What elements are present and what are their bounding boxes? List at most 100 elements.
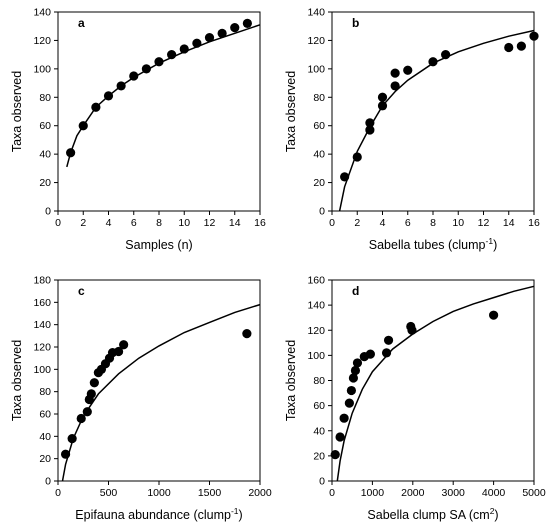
- y-tick-label: 40: [313, 149, 325, 161]
- data-point: [86, 389, 96, 399]
- data-point: [141, 64, 151, 74]
- y-axis-label: Taxa observed: [284, 71, 298, 152]
- y-tick-label: 60: [313, 400, 325, 412]
- y-tick-label: 60: [313, 120, 325, 132]
- y-axis-label: Taxa observed: [284, 340, 298, 421]
- x-tick-label: 8: [156, 217, 162, 229]
- x-tick-label: 4000: [482, 487, 506, 499]
- data-point: [76, 413, 86, 424]
- x-axis-label: Epifauna abundance (clump-1): [75, 506, 242, 522]
- data-point: [365, 118, 375, 128]
- data-point: [60, 449, 71, 459]
- fit-curve: [66, 24, 261, 168]
- data-point: [66, 148, 76, 158]
- y-tick-label: 20: [313, 450, 325, 462]
- x-axis-label-sup: -1: [486, 236, 494, 246]
- data-point: [348, 373, 359, 383]
- data-point: [383, 335, 394, 345]
- y-tick-label: 120: [33, 35, 51, 47]
- data-point: [204, 32, 215, 43]
- x-tick-label: 2: [354, 217, 360, 229]
- data-point: [116, 81, 126, 91]
- data-point: [350, 365, 361, 376]
- x-tick-label: 14: [503, 217, 515, 229]
- panel-label: d: [352, 284, 359, 298]
- y-tick-label: 140: [33, 7, 51, 19]
- y-tick-label: 180: [33, 275, 51, 287]
- x-tick-label: 3000: [442, 487, 466, 499]
- data-point: [335, 432, 345, 442]
- data-point: [339, 413, 349, 423]
- x-axis-label: Sabella tubes (clump-1): [369, 236, 497, 252]
- data-point: [344, 398, 354, 408]
- y-tick-label: 140: [33, 319, 51, 331]
- x-tick-label: 500: [100, 487, 118, 499]
- y-tick-label: 140: [307, 300, 325, 312]
- x-axis-label-end: ): [494, 508, 498, 522]
- panel-c: 0 500 1000 1500 2000 0 20 40 60 80 100 120 140 160 180…: [10, 275, 272, 523]
- data-point: [516, 41, 526, 51]
- data-point: [103, 91, 114, 101]
- data-point: [242, 18, 252, 28]
- data-point: [340, 172, 350, 182]
- data-point: [390, 68, 400, 78]
- x-axis-label-text: Epifauna abundance (clump: [75, 508, 231, 522]
- data-point: [179, 44, 189, 54]
- data-point: [428, 57, 438, 67]
- y-tick-label: 160: [307, 275, 325, 287]
- y-tick-label: 0: [45, 476, 51, 488]
- data-point: [119, 340, 129, 350]
- x-tick-label: 6: [131, 217, 137, 229]
- data-point: [377, 92, 388, 102]
- y-tick-label: 40: [39, 149, 51, 161]
- data-point: [441, 50, 451, 60]
- y-tick-label: 100: [33, 63, 51, 75]
- x-tick-label: 4: [380, 217, 386, 229]
- y-tick-label: 60: [39, 120, 51, 132]
- data-point: [352, 358, 363, 368]
- data-point: [167, 50, 177, 60]
- x-axis-label-end: ): [493, 238, 497, 252]
- data-point: [217, 28, 227, 38]
- x-tick-label: 5000: [522, 487, 546, 499]
- data-point: [154, 57, 164, 67]
- panel-label: b: [352, 16, 359, 30]
- panel-a: 0 2 4 6 8 10 12 14 16 0 20 40 60 80 100 120 140 a Taxa obs…: [10, 7, 266, 253]
- x-tick-label: 0: [329, 487, 335, 499]
- plot-frame: [57, 279, 261, 482]
- y-tick-label: 40: [39, 431, 51, 443]
- data-point: [91, 102, 101, 112]
- data-point: [365, 125, 375, 135]
- x-tick-label: 8: [430, 217, 436, 229]
- x-tick-label: 12: [478, 217, 490, 229]
- data-point: [390, 81, 400, 91]
- data-point: [489, 310, 499, 320]
- data-point: [381, 348, 392, 358]
- data-point: [346, 385, 356, 396]
- x-tick-label: 1000: [147, 487, 171, 499]
- x-tick-label: 16: [254, 217, 266, 229]
- y-tick-label: 0: [45, 206, 51, 218]
- y-tick-label: 100: [307, 350, 325, 362]
- y-tick-label: 100: [33, 364, 51, 376]
- x-tick-label: 4: [106, 217, 112, 229]
- y-tick-label: 160: [33, 297, 51, 309]
- data-point: [129, 71, 139, 81]
- x-tick-label: 12: [204, 217, 216, 229]
- panel-label: a: [78, 16, 85, 30]
- x-tick-label: 14: [229, 217, 241, 229]
- x-tick-label: 10: [178, 217, 190, 229]
- y-tick-label: 40: [313, 425, 325, 437]
- data-point: [365, 349, 375, 359]
- data-point: [504, 42, 514, 53]
- data-point: [82, 407, 92, 417]
- x-tick-label: 1000: [361, 487, 385, 499]
- y-tick-label: 20: [313, 177, 325, 189]
- panel-d: 0 1000 2000 3000 4000 5000 0 20 40 60 80 100 120 140 1…: [284, 275, 546, 523]
- x-tick-label: 0: [329, 217, 335, 229]
- x-tick-label: 2000: [401, 487, 425, 499]
- y-tick-label: 0: [319, 206, 325, 218]
- y-axis-label: Taxa observed: [10, 71, 24, 152]
- y-tick-label: 100: [307, 63, 325, 75]
